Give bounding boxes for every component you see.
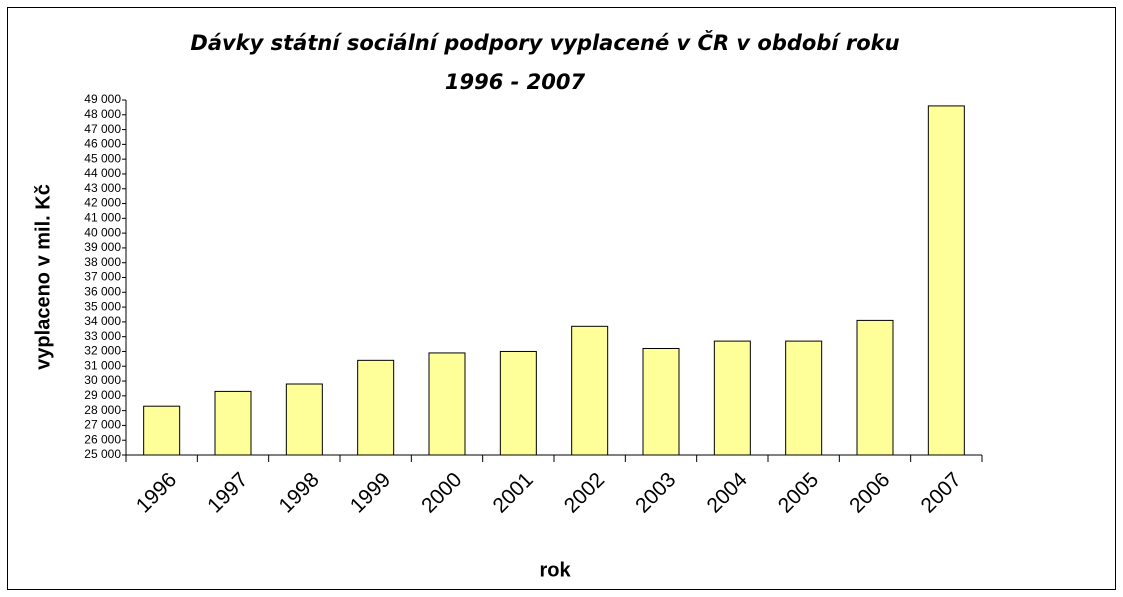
y-tick-label: 46 000 (84, 137, 121, 151)
y-axis-label: vyplaceno v mil. Kč (32, 184, 54, 370)
y-tick-label: 26 000 (84, 432, 121, 446)
y-tick-label: 39 000 (84, 240, 121, 254)
y-tick-label: 30 000 (84, 373, 121, 387)
y-tick-label: 32 000 (84, 344, 121, 358)
y-tick-label: 36 000 (84, 284, 121, 298)
y-tick-label: 31 000 (84, 358, 121, 372)
bar (357, 359, 395, 456)
y-tick-label: 41 000 (84, 211, 121, 225)
chart-title: 1996 - 2007 (445, 70, 586, 94)
bar (785, 340, 823, 456)
bar (856, 319, 894, 456)
bar (642, 348, 680, 456)
y-tick-label: 47 000 (84, 122, 121, 136)
bar (571, 325, 609, 456)
y-tick-label: 37 000 (84, 270, 121, 284)
y-tick-label: 42 000 (84, 196, 121, 210)
y-tick-label: 43 000 (84, 181, 121, 195)
y-tick-label: 38 000 (84, 255, 121, 269)
y-tick-label: 33 000 (84, 329, 121, 343)
y-tick-label: 29 000 (84, 388, 121, 402)
bar (499, 350, 537, 456)
y-tick-label: 48 000 (84, 107, 121, 121)
y-tick-label: 35 000 (84, 299, 121, 313)
y-tick-label: 27 000 (84, 418, 121, 432)
x-axis-label: rok (539, 559, 571, 581)
bar (143, 405, 181, 456)
y-tick-label: 28 000 (84, 403, 121, 417)
y-tick-label: 25 000 (84, 447, 121, 461)
bar (713, 340, 751, 456)
chart-title: Dávky státní sociální podpory vyplacené … (190, 30, 899, 55)
bar (214, 390, 252, 456)
bar (285, 383, 323, 456)
y-tick-label: 40 000 (84, 225, 121, 239)
y-tick-label: 44 000 (84, 166, 121, 180)
y-tick-label: 34 000 (84, 314, 121, 328)
y-tick-label: 49 000 (84, 92, 121, 106)
y-tick-label: 45 000 (84, 151, 121, 165)
bar (927, 105, 965, 456)
bar (428, 352, 466, 456)
